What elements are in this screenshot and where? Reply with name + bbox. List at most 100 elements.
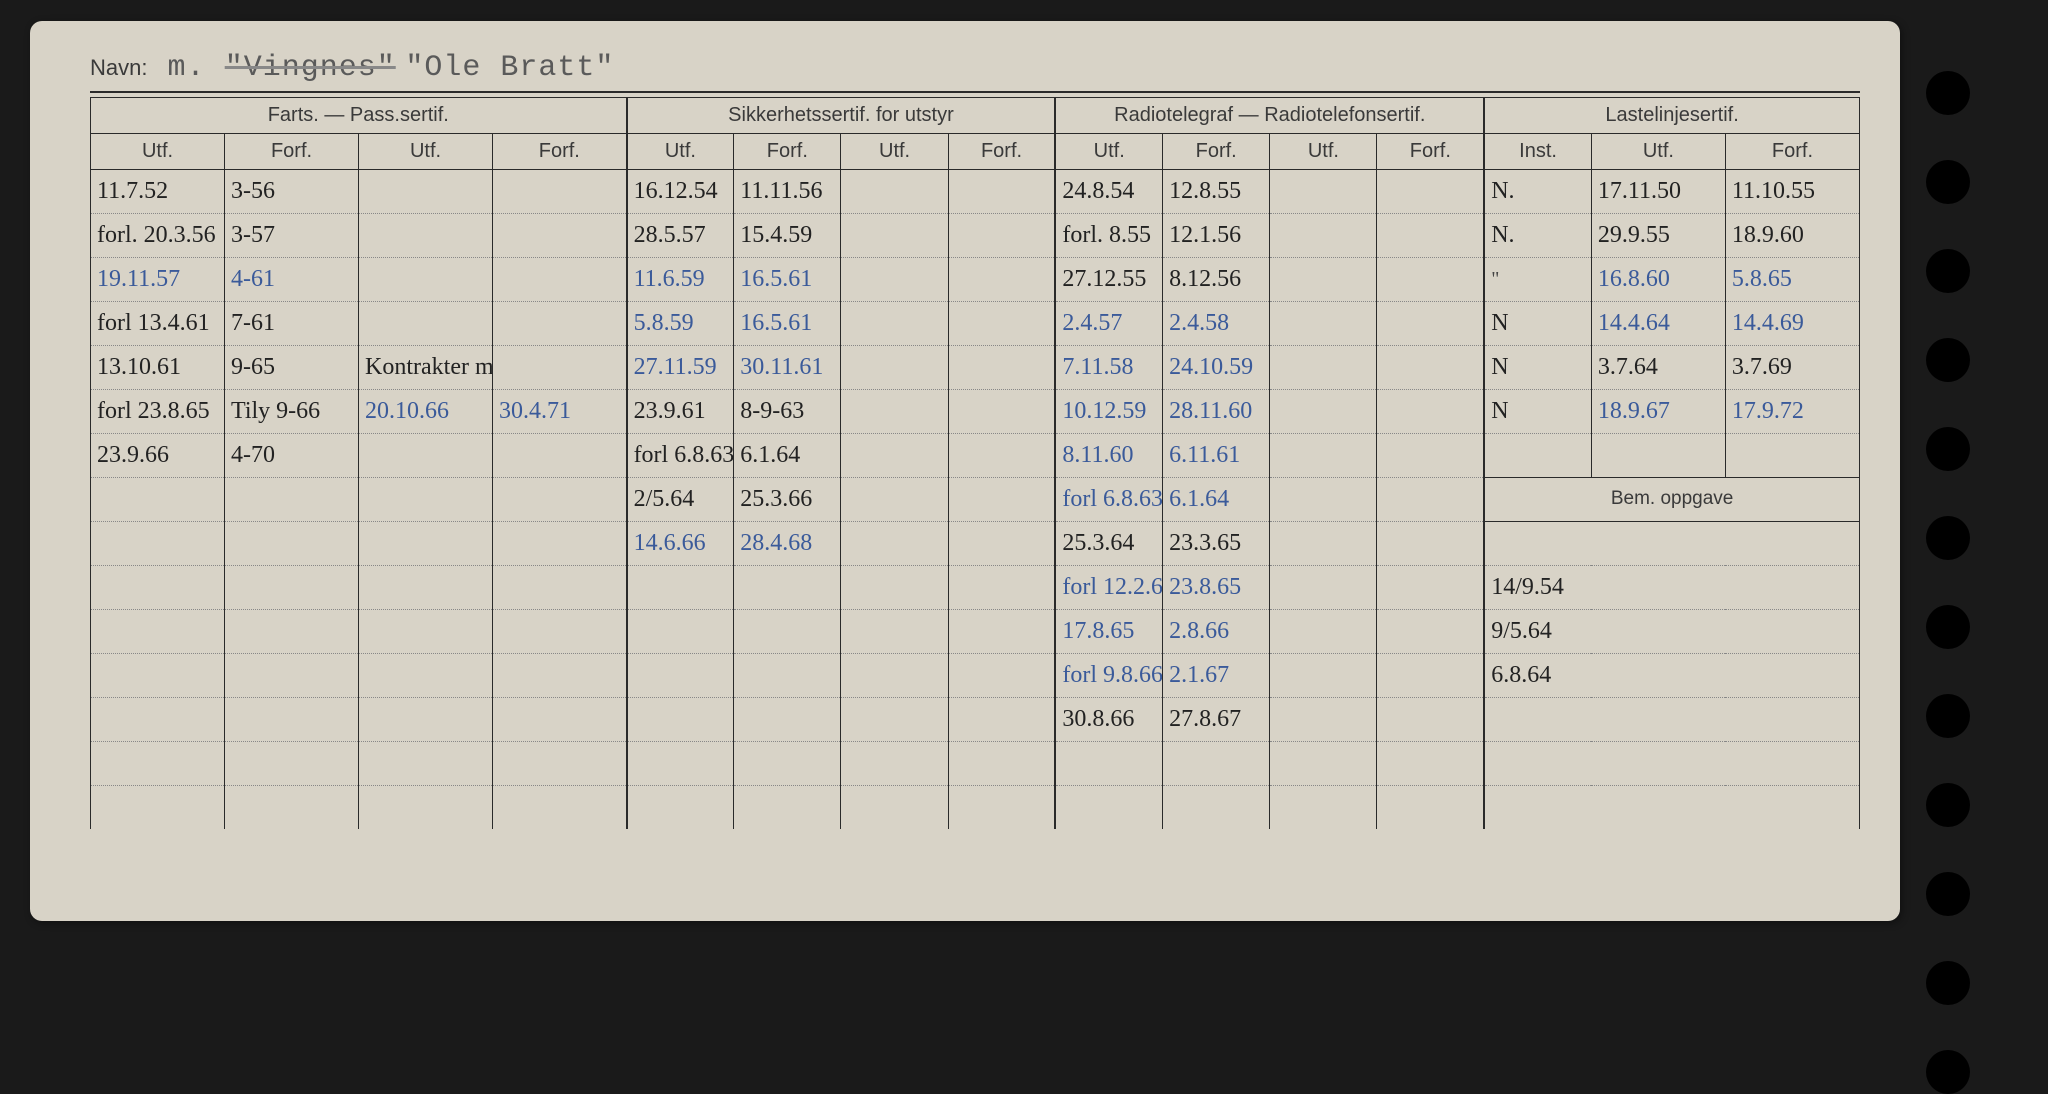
cell: 27.8.67	[1163, 697, 1270, 741]
cell	[1270, 389, 1377, 433]
cell: 16.5.61	[734, 301, 841, 345]
cell: 5.8.59	[627, 301, 734, 345]
cell	[841, 345, 948, 389]
table-row: forl. 20.3.563-5728.5.5715.4.59forl. 8.5…	[91, 213, 1860, 257]
cell: 11.10.55	[1725, 169, 1859, 213]
navn-row: Navn: m. "Vingnes" "Ole Bratt"	[90, 51, 1860, 93]
cell: 20.10.66	[359, 389, 493, 433]
table-row: forl 23.8.65Tily 9-6620.10.6630.4.7123.9…	[91, 389, 1860, 433]
cell	[627, 653, 734, 697]
cell: forl 6.8.63	[1055, 477, 1162, 521]
cell	[1377, 697, 1484, 741]
hole-icon	[1926, 961, 1970, 1005]
cell	[627, 785, 734, 829]
cell: 4-61	[225, 257, 359, 301]
cell	[1270, 477, 1377, 521]
cell	[948, 213, 1055, 257]
cell	[948, 697, 1055, 741]
cell	[493, 257, 627, 301]
cell	[225, 477, 359, 521]
cell: forl. 8.55	[1055, 213, 1162, 257]
cell: Kontrakter med	[359, 345, 493, 389]
cell: 11.7.52	[91, 169, 225, 213]
cell: N	[1484, 389, 1591, 433]
cell: 3.7.69	[1725, 345, 1859, 389]
cell: 3-56	[225, 169, 359, 213]
index-card: Navn: m. "Vingnes" "Ole Bratt" Farts. — …	[30, 21, 1900, 921]
table-row: 13.10.619-65Kontrakter med27.11.5930.11.…	[91, 345, 1860, 389]
cell	[948, 653, 1055, 697]
cell	[493, 345, 627, 389]
bem-cell	[1484, 785, 1859, 829]
cell	[1377, 257, 1484, 301]
cell: "	[1484, 257, 1591, 301]
col-forf: Forf.	[734, 133, 841, 169]
cell: forl 12.2.65	[1055, 565, 1162, 609]
cell	[359, 521, 493, 565]
cell	[734, 785, 841, 829]
cell	[841, 653, 948, 697]
cell	[1377, 653, 1484, 697]
cell	[948, 609, 1055, 653]
cell: 12.1.56	[1163, 213, 1270, 257]
cell	[493, 565, 627, 609]
bem-cell: 9/5.64	[1484, 609, 1859, 653]
col-inst: Inst.	[1484, 133, 1591, 169]
cell	[734, 697, 841, 741]
cell: 24.8.54	[1055, 169, 1162, 213]
cell	[225, 785, 359, 829]
cell	[1484, 433, 1591, 477]
cell: 8.12.56	[1163, 257, 1270, 301]
cell: Tily 9-66	[225, 389, 359, 433]
cell: 15.4.59	[734, 213, 841, 257]
cell	[627, 565, 734, 609]
cell	[225, 565, 359, 609]
cell	[948, 477, 1055, 521]
cell: 19.11.57	[91, 257, 225, 301]
cell: 25.3.64	[1055, 521, 1162, 565]
cell: 30.11.61	[734, 345, 841, 389]
cell: 24.10.59	[1163, 345, 1270, 389]
cell: 23.8.65	[1163, 565, 1270, 609]
cell: 8-9-63	[734, 389, 841, 433]
cell	[841, 301, 948, 345]
cell	[1591, 433, 1725, 477]
cell	[359, 697, 493, 741]
cell	[493, 301, 627, 345]
cell	[1270, 345, 1377, 389]
cell	[359, 565, 493, 609]
cell	[1725, 433, 1859, 477]
cell: forl 13.4.61	[91, 301, 225, 345]
cell: 2.4.58	[1163, 301, 1270, 345]
cell	[1270, 741, 1377, 785]
cell	[948, 433, 1055, 477]
bem-cell: 14/9.54	[1484, 565, 1859, 609]
cell	[841, 697, 948, 741]
cell: 3.7.64	[1591, 345, 1725, 389]
bem-oppgave-header: Bem. oppgave	[1484, 477, 1859, 521]
cell: 27.11.59	[627, 345, 734, 389]
cell	[1163, 741, 1270, 785]
hole-icon	[1926, 338, 1970, 382]
cell	[493, 785, 627, 829]
table-row: 11.7.523-5616.12.5411.11.5624.8.5412.8.5…	[91, 169, 1860, 213]
cell	[1270, 609, 1377, 653]
cell	[948, 169, 1055, 213]
cell: 29.9.55	[1591, 213, 1725, 257]
table-row: forl 9.8.662.1.676.8.64	[91, 653, 1860, 697]
cell: forl. 20.3.56	[91, 213, 225, 257]
table-row: 23.9.664-70forl 6.8.636.1.648.11.606.11.…	[91, 433, 1860, 477]
cell	[627, 697, 734, 741]
cell: 28.4.68	[734, 521, 841, 565]
group-laste: Lastelinjesertif.	[1484, 97, 1859, 133]
cell	[841, 169, 948, 213]
cell: 2.4.57	[1055, 301, 1162, 345]
table-row	[91, 741, 1860, 785]
cell: 2.1.67	[1163, 653, 1270, 697]
cell: 28.11.60	[1163, 389, 1270, 433]
group-sikker: Sikkerhetssertif. for utstyr	[627, 97, 1056, 133]
cell: 23.9.66	[91, 433, 225, 477]
col-forf: Forf.	[1377, 133, 1484, 169]
cell	[841, 213, 948, 257]
cell	[1377, 565, 1484, 609]
